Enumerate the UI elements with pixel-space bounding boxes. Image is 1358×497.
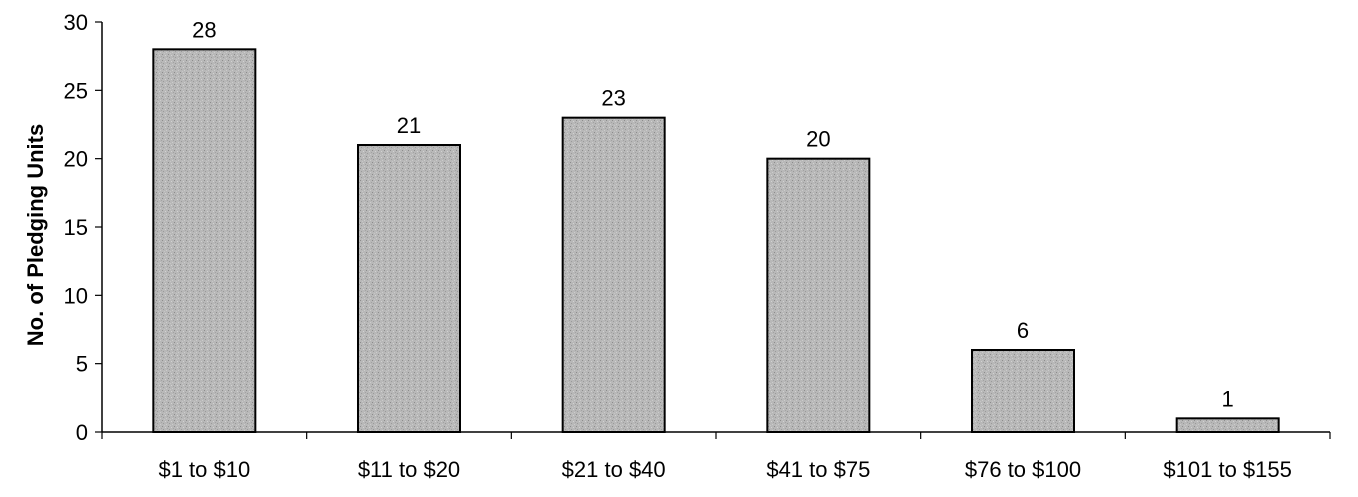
x-category-label: $21 to $40 [562, 457, 666, 482]
bar [766, 157, 871, 434]
y-tick-label: 30 [64, 10, 88, 35]
bar [357, 144, 461, 433]
bar-value-label: 1 [1222, 386, 1234, 411]
bar [561, 116, 666, 434]
bar [971, 349, 1075, 433]
bar-value-label: 21 [397, 113, 421, 138]
x-category-label: $11 to $20 [358, 457, 460, 482]
bar-value-label: 20 [806, 127, 830, 152]
bar [152, 48, 257, 433]
data-labels: 28 21 23 20 6 1 [192, 17, 1234, 411]
y-tick-label: 20 [64, 147, 88, 172]
y-tick-label: 5 [76, 352, 88, 377]
y-axis: 0 5 10 15 20 25 30 [64, 10, 103, 445]
bars [152, 48, 1280, 434]
bar-value-label: 23 [601, 86, 625, 111]
x-category-label: $101 to $155 [1163, 457, 1291, 482]
bar [1175, 417, 1280, 434]
x-category-label: $41 to $75 [766, 457, 870, 482]
bar-value-label: 28 [192, 17, 216, 42]
x-category-label: $1 to $10 [158, 457, 250, 482]
bar-value-label: 6 [1017, 318, 1029, 343]
y-tick-label: 10 [64, 283, 88, 308]
x-axis: $1 to $10 $11 to $20 $21 to $40 $41 to $75 $… [101, 431, 1331, 482]
y-tick-label: 25 [64, 78, 88, 103]
x-category-label: $76 to $100 [965, 457, 1081, 482]
y-tick-label: 0 [76, 420, 88, 445]
y-tick-label: 15 [64, 215, 88, 240]
y-axis-title: No. of Pledging Units [23, 124, 48, 346]
